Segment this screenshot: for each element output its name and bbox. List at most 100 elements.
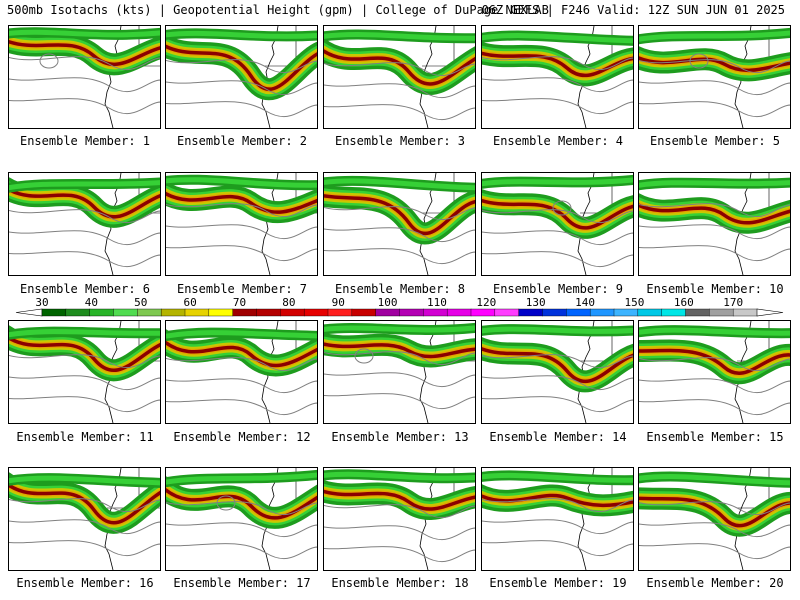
height-contour — [9, 251, 160, 268]
colorbar-segment — [113, 308, 138, 317]
colorbar-segment — [41, 308, 67, 317]
height-contour — [482, 540, 633, 557]
jet-stream-band — [9, 29, 160, 38]
height-contour — [166, 543, 317, 560]
height-contour — [552, 200, 572, 216]
jet-stream-band — [324, 325, 475, 333]
colorbar-tick-label: 30 — [35, 296, 48, 309]
ensemble-panel — [638, 320, 791, 424]
colorbar-segment — [446, 308, 472, 317]
colorbar-segment — [423, 308, 448, 317]
colorbar-tick-label: 50 — [134, 296, 147, 309]
colorbar-segment — [137, 308, 162, 317]
colorbar-segment — [232, 308, 258, 317]
height-contour — [324, 248, 475, 265]
colorbar-tick-label: 120 — [476, 296, 496, 309]
height-contour — [166, 101, 317, 118]
height-contour — [324, 546, 475, 563]
jet-stream-band — [9, 483, 160, 525]
jet-stream-band — [166, 191, 317, 214]
map-title-right: 06Z GEFS | F246 Valid: 12Z SUN JUN 01 20… — [481, 3, 785, 17]
ensemble-map — [9, 26, 160, 128]
colorbar-segment — [732, 308, 758, 317]
height-contour — [166, 80, 317, 96]
height-contour — [639, 80, 790, 96]
height-contour — [324, 104, 475, 121]
ensemble-member-label: Ensemble Member: 9 — [492, 282, 624, 296]
ensemble-map — [9, 321, 160, 423]
colorbar-segment — [280, 308, 305, 317]
ensemble-panel — [481, 467, 634, 571]
height-contour — [166, 501, 317, 516]
ensemble-panel — [481, 172, 634, 276]
height-contour — [482, 519, 633, 535]
colorbar-segment — [184, 308, 210, 317]
ensemble-member-label: Ensemble Member: 4 — [492, 134, 624, 148]
ensemble-map — [639, 173, 790, 275]
height-contour — [9, 77, 160, 93]
height-contour — [9, 56, 160, 71]
jet-stream-band — [9, 180, 160, 191]
height-contour — [166, 357, 317, 372]
colorbar-segment — [470, 308, 496, 317]
ensemble-map — [9, 468, 160, 570]
ensemble-member-label: Ensemble Member: 19 — [489, 576, 627, 590]
ensemble-panel — [165, 320, 318, 424]
height-contour — [482, 396, 633, 413]
height-contour — [324, 62, 475, 77]
colorbar-tick-label: 140 — [575, 296, 595, 309]
jet-stream-band — [166, 472, 317, 485]
colorbar-segment — [518, 308, 544, 317]
ensemble-member-label: Ensemble Member: 15 — [646, 430, 784, 444]
height-contour — [324, 206, 475, 221]
ensemble-map — [166, 321, 317, 423]
height-contour — [324, 227, 475, 243]
ensemble-member-label: Ensemble Member: 5 — [649, 134, 781, 148]
ensemble-panel — [323, 320, 476, 424]
jet-stream-band — [166, 177, 317, 188]
height-contour — [9, 396, 160, 413]
ensemble-panel — [481, 25, 634, 129]
height-contour — [689, 53, 709, 69]
jet-stream-band — [166, 30, 317, 39]
ensemble-member-label: Ensemble Member: 16 — [16, 576, 154, 590]
colorbar-tick-label: 60 — [183, 296, 196, 309]
ensemble-member-label: Ensemble Member: 10 — [646, 282, 784, 296]
jet-stream-band — [9, 187, 160, 219]
jet-stream-band — [482, 346, 633, 384]
jet-stream-band — [324, 489, 475, 511]
height-contour — [482, 375, 633, 391]
colorbar-segment — [256, 308, 281, 317]
ensemble-member-label: Ensemble Member: 2 — [176, 134, 308, 148]
colorbar-segment — [89, 308, 114, 317]
ensemble-panel — [323, 25, 476, 129]
ensemble-panel — [165, 172, 318, 276]
height-contour — [9, 519, 160, 535]
jet-stream-band — [324, 342, 475, 359]
colorbar-segment — [637, 308, 663, 317]
colorbar-segment — [327, 308, 353, 317]
colorbar-tick-label: 40 — [85, 296, 98, 309]
ensemble-member-label: Ensemble Member: 20 — [646, 576, 784, 590]
height-contour — [639, 59, 790, 74]
colorbar-tick-label: 110 — [427, 296, 447, 309]
height-contour — [482, 56, 633, 71]
jet-stream-band — [482, 198, 633, 230]
height-contour — [482, 230, 633, 246]
jet-stream-band — [639, 496, 790, 528]
jet-stream-band — [324, 471, 475, 481]
ensemble-member-label: Ensemble Member: 1 — [19, 134, 151, 148]
colorbar-tick-label: 100 — [378, 296, 398, 309]
height-contour — [9, 209, 160, 224]
ensemble-map — [639, 26, 790, 128]
height-contour — [639, 543, 790, 560]
ensemble-map — [482, 468, 633, 570]
jet-stream-band — [166, 487, 317, 520]
ensemble-panel — [638, 172, 791, 276]
height-contour — [639, 399, 790, 416]
height-contour — [482, 354, 633, 369]
jet-stream-band — [9, 39, 160, 67]
height-contour — [9, 540, 160, 557]
jet-stream-band — [9, 335, 160, 373]
height-contour — [482, 98, 633, 115]
